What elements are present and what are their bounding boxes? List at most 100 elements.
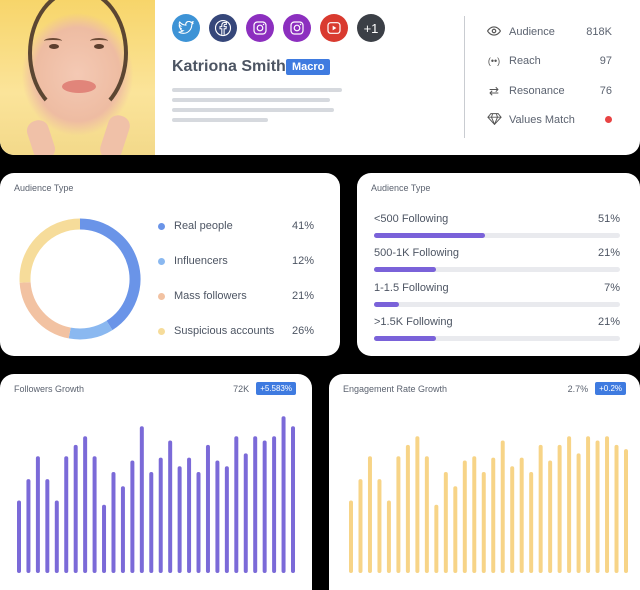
social-links: +1: [172, 14, 385, 42]
donut-slice-suspicious-accounts: [19, 218, 81, 283]
progress-fill: [374, 336, 436, 341]
following-value: 7%: [604, 282, 620, 294]
progress-track: [374, 233, 620, 238]
stat-value: 76: [599, 85, 612, 97]
following-value: 21%: [597, 247, 620, 259]
instagram-icon: [253, 21, 267, 35]
values-match-status-dot: [605, 116, 612, 123]
eye-icon: [486, 25, 502, 39]
progress-track: [374, 302, 620, 307]
stat-label: Values Match: [509, 114, 575, 126]
change-badge: +0.2%: [595, 382, 626, 395]
progress-track: [374, 267, 620, 272]
engagement-rate-card: Engagement Rate Growth 2.7% +0.2%: [329, 374, 640, 590]
legend-dot: [158, 327, 165, 335]
legend-item: Influencers 12%: [158, 255, 314, 267]
progress-fill: [374, 233, 485, 238]
chart-summary: 2.7% +0.2%: [568, 382, 626, 395]
card-title: Audience Type: [14, 183, 74, 193]
donut-slice-mass-followers: [19, 281, 71, 339]
hand: [24, 117, 58, 155]
legend-item: Suspicious accounts 26%: [158, 325, 314, 337]
summary-value: 2.7%: [567, 383, 589, 394]
following-row: 1-1.5 Following 7%: [374, 282, 620, 307]
legend-value: 26%: [291, 325, 314, 337]
bio-placeholder-line: [172, 98, 330, 102]
following-breakdown-card: Audience Type <500 Following 51% 500-1K F…: [357, 173, 640, 356]
stat-label: Audience: [509, 26, 555, 38]
facebook-icon: [214, 19, 232, 37]
broadcast-icon: (••): [487, 56, 501, 66]
bio-placeholder-line: [172, 108, 334, 112]
youtube-link[interactable]: [320, 14, 348, 42]
following-row: 500-1K Following 21%: [374, 247, 620, 272]
following-label: 500-1K Following: [374, 247, 459, 259]
diamond-icon: [486, 112, 502, 128]
following-value: 51%: [597, 213, 620, 225]
following-label: <500 Following: [374, 213, 449, 225]
legend-label: Mass followers: [174, 290, 247, 302]
instagram-icon: [290, 21, 304, 35]
legend-label: Suspicious accounts: [174, 325, 275, 337]
followers-bar-chart: [17, 416, 295, 573]
eyebrow: [90, 38, 108, 44]
following-row: <500 Following 51%: [374, 213, 620, 238]
profile-card: +1 Katriona Smith Macro Audience 818K (•…: [0, 0, 640, 155]
stat-value: 818K: [586, 26, 612, 38]
chart-summary: 72K +5.583%: [233, 382, 296, 395]
profile-name: Katriona Smith: [172, 58, 286, 75]
engagement-bar-chart: [349, 436, 628, 573]
following-row: >1.5K Following 21%: [374, 316, 620, 341]
legend-dot: [158, 292, 165, 300]
eye: [94, 44, 104, 49]
more-socials-label: +1: [363, 20, 379, 36]
hand: [97, 112, 133, 155]
summary-value: 72K: [233, 383, 250, 394]
chart-title: Engagement Rate Growth: [343, 384, 448, 394]
card-title: Audience Type: [371, 183, 431, 193]
profile-photo: [0, 0, 155, 155]
following-value: 21%: [597, 316, 620, 328]
instagram-link[interactable]: [283, 14, 311, 42]
legend-dot: [158, 222, 165, 230]
youtube-icon: [327, 22, 341, 34]
bio-placeholder-line: [172, 88, 342, 92]
repeat-icon: ⇄: [488, 84, 500, 98]
legend-value: 41%: [291, 220, 314, 232]
instagram-link[interactable]: [246, 14, 274, 42]
stat-label: Reach: [509, 55, 541, 67]
legend-item: Mass followers 21%: [158, 290, 314, 302]
following-label: >1.5K Following: [374, 316, 453, 328]
facebook-link[interactable]: [209, 14, 237, 42]
twitter-icon: [178, 21, 194, 34]
legend-item: Real people 41%: [158, 220, 314, 232]
legend-value: 21%: [291, 290, 314, 302]
chart-title: Followers Growth: [14, 384, 85, 394]
more-socials-button[interactable]: +1: [357, 14, 385, 42]
change-badge: +5.583%: [256, 382, 296, 395]
eyebrow: [44, 38, 62, 44]
stat-label: Resonance: [509, 85, 565, 97]
stat-resonance: ⇄ Resonance 76: [486, 83, 612, 99]
audience-type-card: Audience Type Real people 41% Influencer…: [0, 173, 340, 356]
progress-fill: [374, 267, 436, 272]
progress-fill: [374, 302, 399, 307]
stat-value: 97: [599, 55, 612, 67]
audience-donut-chart: [19, 218, 141, 340]
donut-slice-influencers: [68, 320, 113, 340]
legend-dot: [158, 257, 165, 265]
bio-placeholder-line: [172, 118, 268, 122]
legend-label: Influencers: [174, 255, 228, 267]
stat-reach: (••) Reach 97: [486, 53, 612, 69]
donut-slice-real-people: [79, 218, 141, 331]
stats-divider: [464, 16, 465, 138]
legend-label: Real people: [174, 220, 233, 232]
stat-audience: Audience 818K: [486, 24, 612, 40]
stat-values-match: Values Match: [486, 112, 612, 128]
tier-badge: Macro: [286, 59, 331, 75]
eye: [49, 44, 59, 49]
progress-track: [374, 336, 620, 341]
following-label: 1-1.5 Following: [374, 282, 449, 294]
twitter-link[interactable]: [172, 14, 200, 42]
legend-value: 12%: [291, 255, 314, 267]
